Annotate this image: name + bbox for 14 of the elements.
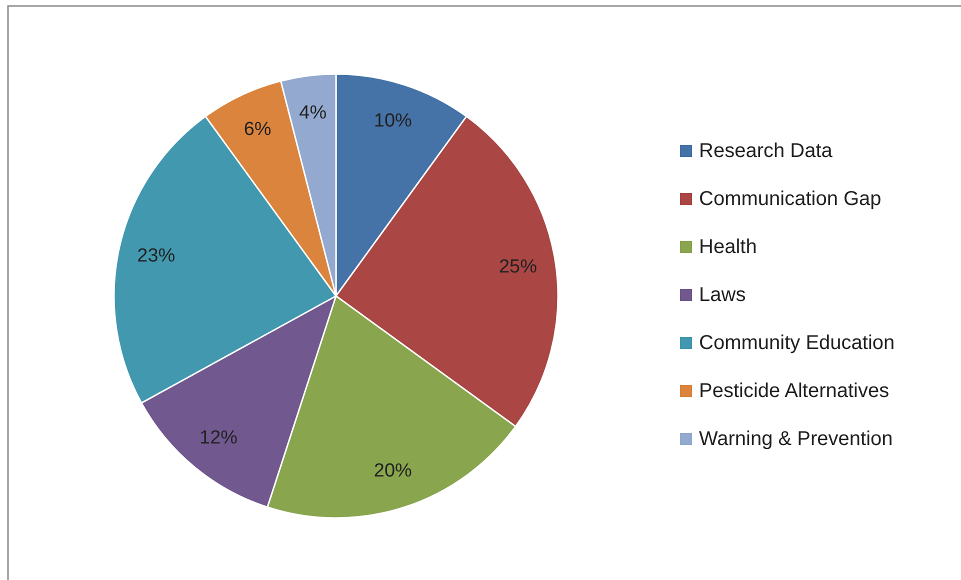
data-label: 12% — [200, 427, 238, 448]
legend-label: Pesticide Alternatives — [699, 380, 890, 402]
data-label: 6% — [244, 118, 272, 140]
legend-label: Warning & Prevention — [699, 428, 893, 450]
data-label: 25% — [498, 256, 538, 278]
data-label: 23% — [137, 245, 176, 266]
data-label: 4% — [299, 102, 327, 124]
data-label: 10% — [374, 110, 412, 132]
legend-label: Laws — [699, 284, 746, 306]
legend-label: Research Data — [699, 140, 834, 162]
legend-label: Communication Gap — [699, 188, 882, 210]
legend-label: Community Education — [699, 332, 895, 354]
data-label: 20% — [374, 460, 412, 482]
legend-label: Health — [699, 236, 757, 258]
